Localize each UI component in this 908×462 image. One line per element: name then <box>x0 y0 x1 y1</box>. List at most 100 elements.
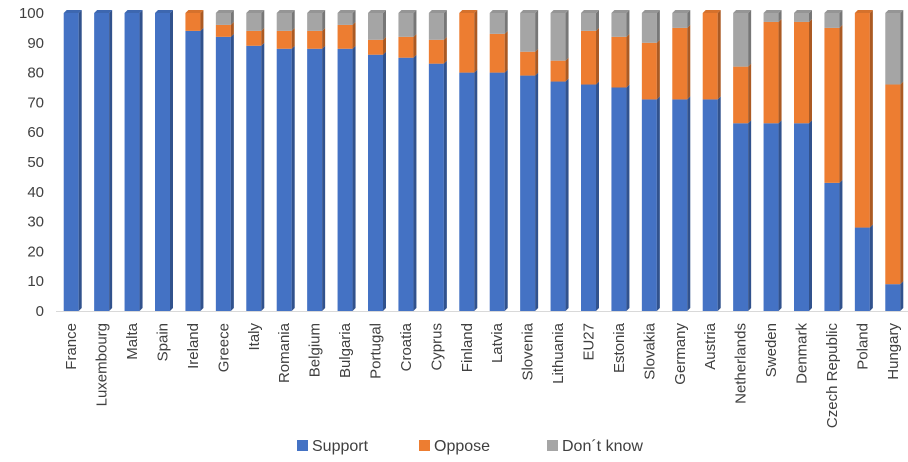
bar-side <box>474 69 478 311</box>
x-tick-label: Denmark <box>794 323 811 384</box>
bar-side <box>778 18 782 124</box>
bar-side <box>687 96 691 311</box>
bar-segment <box>368 13 383 40</box>
legend-item: Don´t know <box>547 438 643 455</box>
x-tick-label: Luxembourg <box>94 323 111 406</box>
bar-top <box>246 10 265 13</box>
bar-side <box>717 10 721 100</box>
bar-segment <box>428 13 444 40</box>
bar-top <box>854 10 873 13</box>
bar-group <box>794 10 812 311</box>
bar-group <box>885 10 904 311</box>
bar-side <box>170 10 173 311</box>
x-tick-label: EU27 <box>581 323 598 361</box>
bar-segment <box>520 75 536 311</box>
bar-top <box>763 10 782 13</box>
bar-side <box>78 10 82 311</box>
bar-group <box>63 10 82 311</box>
bar-group <box>520 10 539 311</box>
x-tick-label: Finland <box>459 323 476 372</box>
x-tick-label: Italy <box>246 323 263 351</box>
bar-side <box>900 281 904 311</box>
x-tick-label: Slovenia <box>520 322 537 380</box>
bar-top <box>520 10 539 13</box>
x-tick-label: Cyprus <box>428 323 445 371</box>
bar-side <box>230 33 234 312</box>
bar-segment <box>428 39 444 64</box>
bar-group <box>672 10 691 311</box>
y-tick-label: 80 <box>27 65 44 82</box>
y-tick-label: 0 <box>36 303 44 320</box>
bar-segment <box>611 87 627 311</box>
bar-top <box>337 10 356 13</box>
bar-side <box>687 10 691 28</box>
bar-segment <box>63 13 79 311</box>
bar-top <box>641 10 660 13</box>
bar-side <box>839 10 843 28</box>
bar-segment <box>520 51 536 76</box>
x-tick-label: Bulgaria <box>337 322 354 378</box>
bar-group <box>155 10 173 311</box>
bar-side <box>839 24 843 183</box>
bar-group <box>489 10 508 311</box>
bar-side <box>535 72 539 311</box>
bar-segment <box>215 24 231 37</box>
bar-segment <box>672 27 688 100</box>
bar-side <box>900 81 904 285</box>
bar-segment <box>641 42 657 100</box>
bar-side <box>413 33 417 58</box>
legend-swatch <box>419 440 430 451</box>
x-tick-label: Malta <box>124 322 141 359</box>
legend-item: Oppose <box>419 438 490 455</box>
bar-segment <box>641 13 657 43</box>
bar-group <box>854 10 873 311</box>
bar-segment <box>611 36 627 88</box>
bar-side <box>322 45 326 311</box>
bar-segment <box>824 182 840 311</box>
bar-segment <box>824 27 840 183</box>
bar-side <box>383 36 386 55</box>
y-tick-label: 100 <box>19 5 44 22</box>
bar-side <box>261 42 265 311</box>
bar-side <box>535 10 539 52</box>
bar-side <box>596 10 599 31</box>
bar-group <box>611 10 630 311</box>
bar-side <box>504 10 508 34</box>
bar-side <box>809 18 812 124</box>
bar-segment <box>550 60 566 82</box>
legend-label: Oppose <box>434 438 490 455</box>
bar-group <box>550 10 569 311</box>
bar-segment <box>733 123 749 311</box>
bar-segment <box>368 54 383 311</box>
bar-side <box>230 10 234 25</box>
bar-side <box>504 30 508 73</box>
x-tick-label: Latvia <box>489 322 506 363</box>
bar-side <box>291 45 295 311</box>
bar-top <box>581 10 599 13</box>
legend: Support Oppose Don´t know <box>297 438 643 455</box>
bar-side <box>869 224 873 311</box>
bar-segment <box>854 227 870 311</box>
bar-top <box>672 10 691 13</box>
bar-side <box>413 10 417 37</box>
bar-top <box>368 10 386 13</box>
bar-top <box>185 10 204 13</box>
bar-group <box>763 10 782 311</box>
bar-side <box>596 81 599 312</box>
legend-label: Support <box>312 438 369 455</box>
bar-segment <box>276 48 292 311</box>
bar-segment <box>702 13 718 100</box>
bar-segment <box>489 33 505 73</box>
bar-segment <box>489 72 505 311</box>
bar-segment <box>763 123 779 311</box>
bar-side <box>656 10 660 43</box>
bar-side <box>200 27 204 311</box>
bar-group <box>307 10 326 311</box>
y-tick-label: 40 <box>27 184 44 201</box>
bar-segment <box>794 123 809 311</box>
bar-side <box>504 69 508 311</box>
bar-segment <box>307 13 323 31</box>
legend-swatch <box>547 440 558 451</box>
bar-side <box>565 78 569 311</box>
bar-top <box>215 10 234 13</box>
